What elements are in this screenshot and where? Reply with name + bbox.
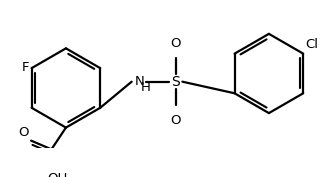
Text: F: F bbox=[22, 61, 29, 74]
Text: Cl: Cl bbox=[305, 38, 318, 51]
Text: N: N bbox=[135, 75, 145, 88]
Text: O: O bbox=[170, 114, 181, 127]
Text: H: H bbox=[141, 81, 151, 94]
Text: S: S bbox=[171, 75, 180, 89]
Text: O: O bbox=[170, 37, 181, 50]
Text: OH: OH bbox=[47, 172, 67, 177]
Text: O: O bbox=[19, 126, 29, 139]
